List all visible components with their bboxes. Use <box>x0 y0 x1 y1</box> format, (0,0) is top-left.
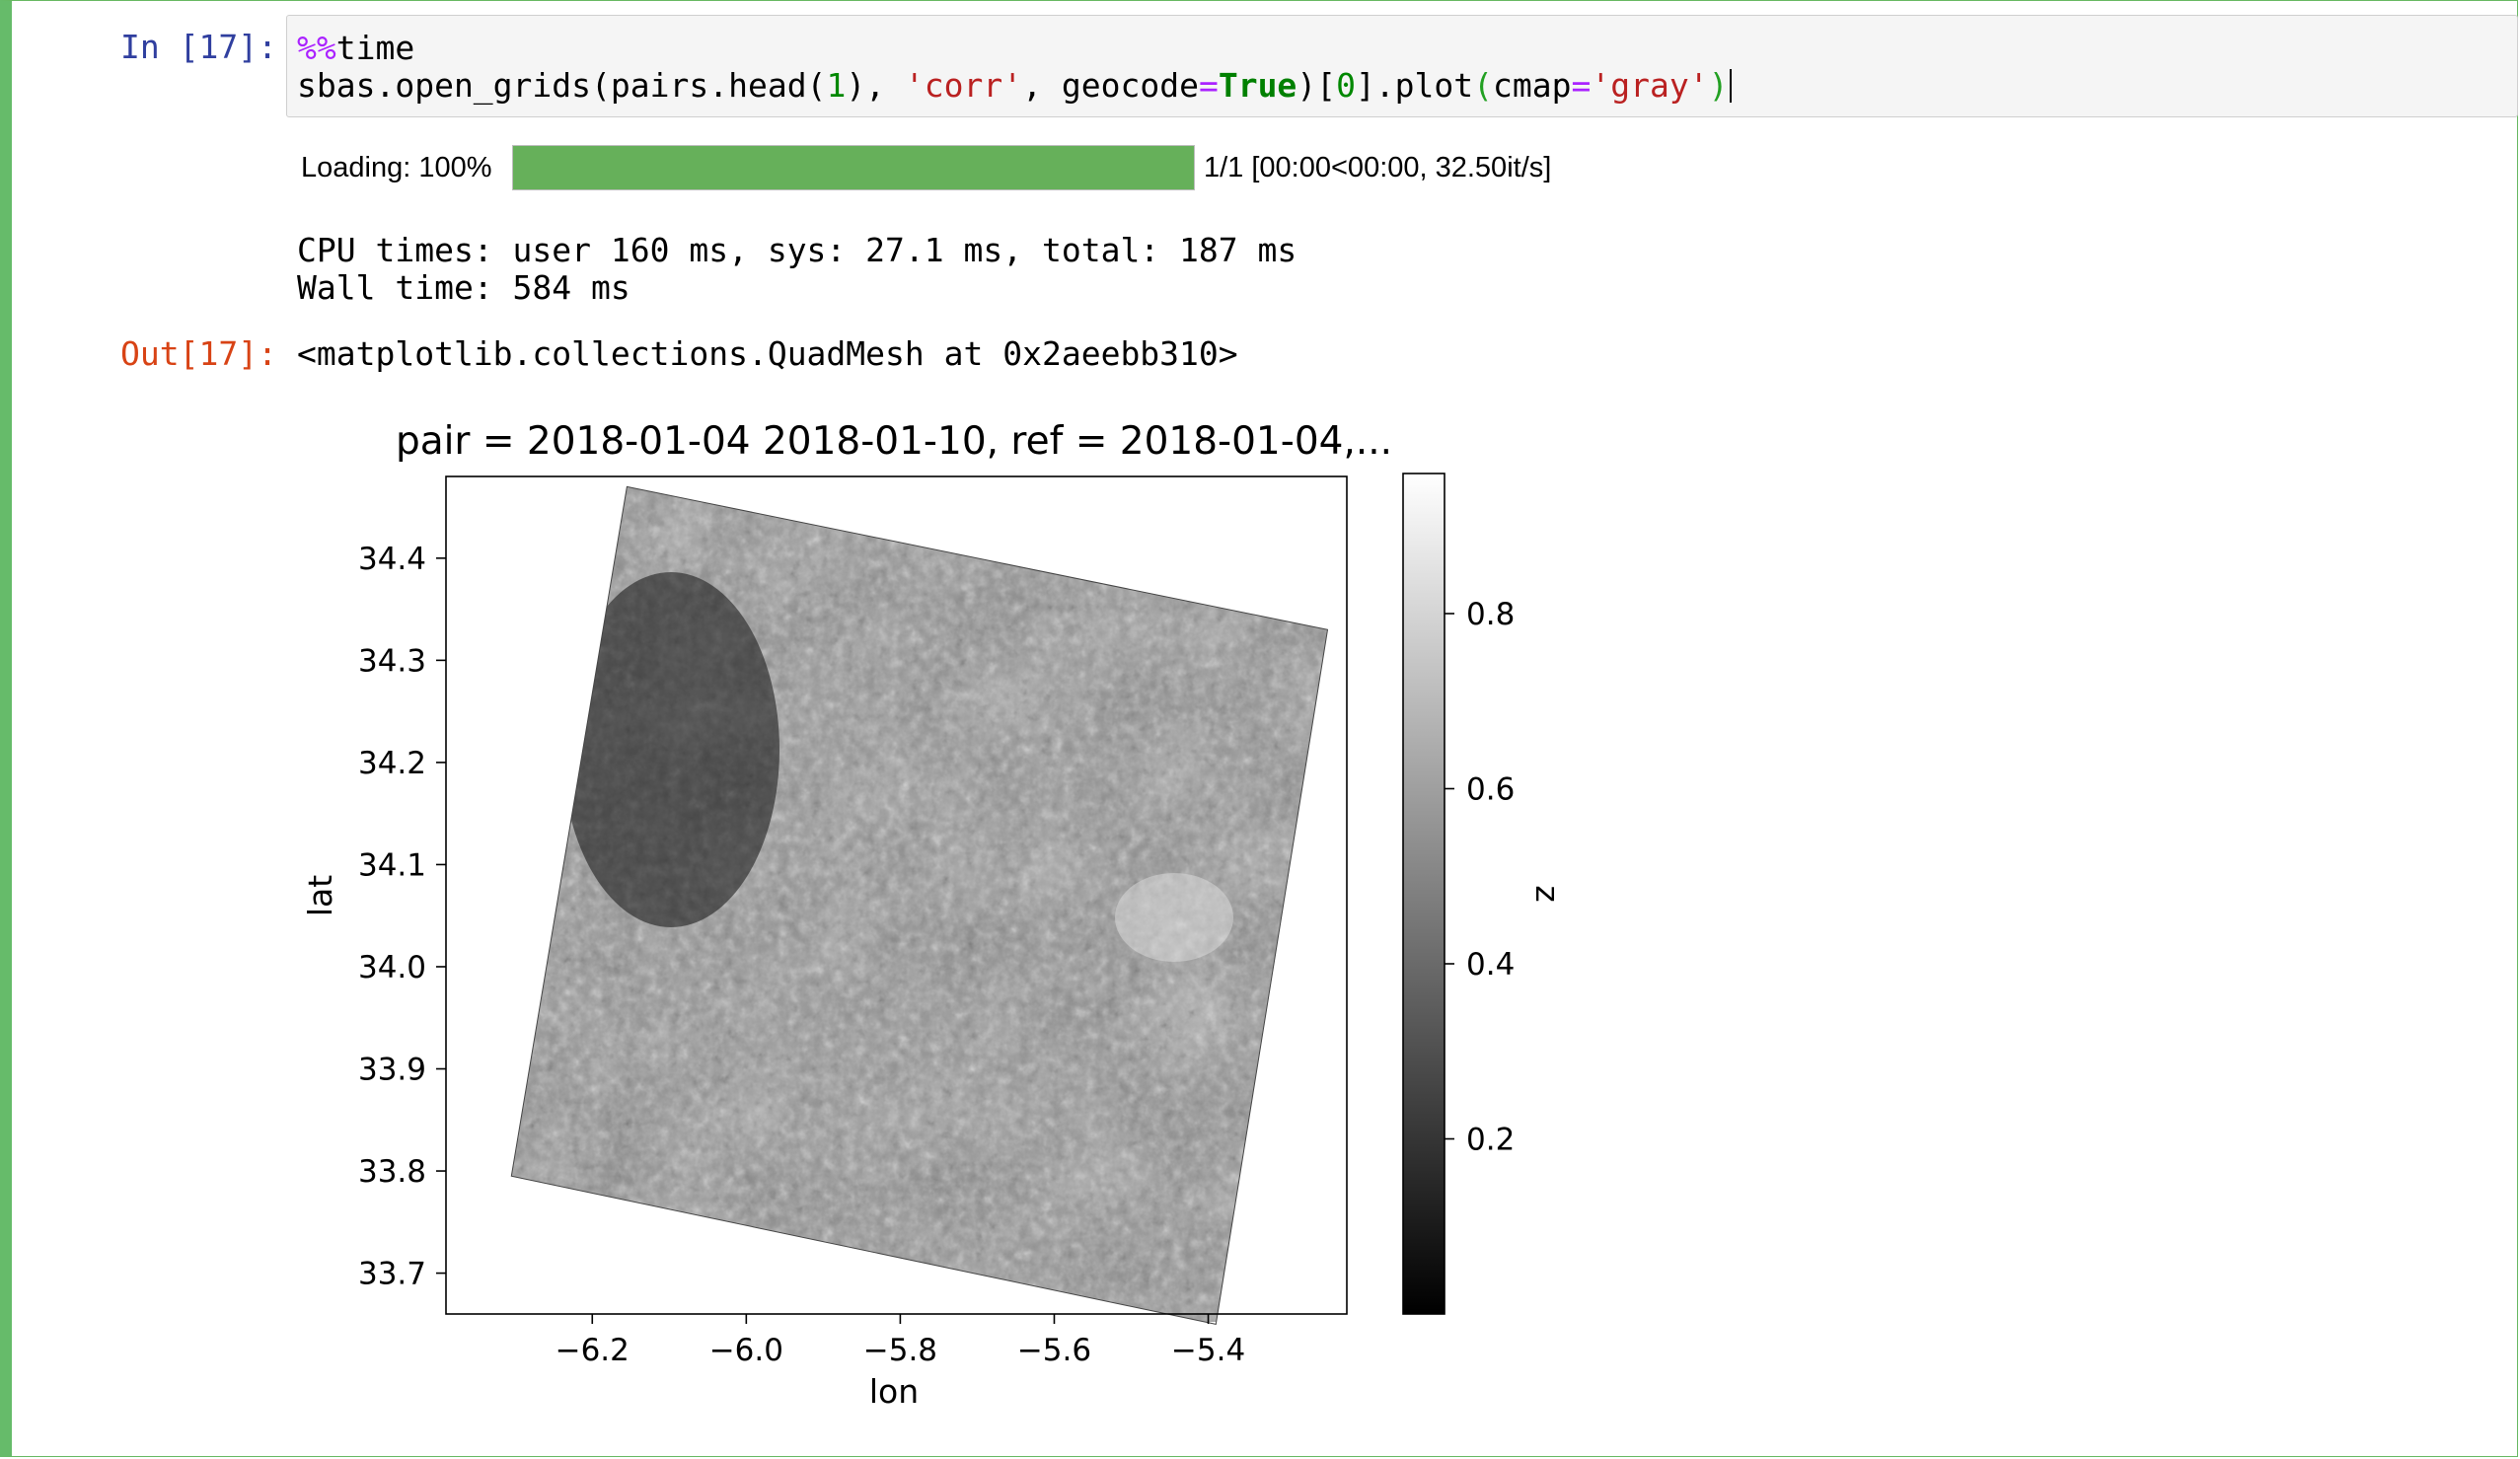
y-tick-label: 34.4 <box>358 542 426 577</box>
progress-status: 1/1 [00:00<00:00, 32.50it/s] <box>1204 152 1552 183</box>
code-token: = <box>1571 66 1592 105</box>
text-cursor <box>1730 69 1733 103</box>
output-prompt: Out[17]: <box>120 334 277 373</box>
code-token: True <box>1218 66 1297 105</box>
code-token: = <box>1198 66 1219 105</box>
x-tick-label: −5.6 <box>1017 1333 1091 1368</box>
code-token: %% <box>297 29 336 67</box>
y-tick-label: 33.7 <box>358 1257 426 1292</box>
colorbar-tick-label: 0.6 <box>1466 772 1515 808</box>
code-line[interactable]: sbas.open_grids(pairs.head(1), 'corr', g… <box>297 66 1733 106</box>
code-token: time <box>335 29 415 67</box>
y-tick-label: 34.2 <box>358 746 426 781</box>
stdout-cpu-times: CPU times: user 160 ms, sys: 27.1 ms, to… <box>297 231 1297 269</box>
code-token: 1 <box>826 66 847 105</box>
progress-bar <box>512 145 1195 190</box>
colorbar-tick-label: 0.2 <box>1466 1123 1515 1158</box>
x-axis-label: lon <box>869 1372 919 1411</box>
code-token: ), <box>846 66 905 105</box>
x-tick-label: −6.0 <box>709 1333 783 1368</box>
code-token: 'gray' <box>1591 66 1709 105</box>
code-editor[interactable]: %%time sbas.open_grids(pairs.head(1), 'c… <box>286 15 2518 117</box>
x-tick-label: −5.4 <box>1171 1333 1245 1368</box>
code-token: , geocode <box>1022 66 1199 105</box>
code-token: 'corr' <box>904 66 1023 105</box>
stdout-wall-time: Wall time: 584 ms <box>297 268 630 307</box>
x-tick-label: −6.2 <box>556 1333 630 1368</box>
colorbar <box>1402 473 1445 1315</box>
code-token: 0 <box>1336 66 1356 105</box>
code-token: ) <box>1708 66 1729 105</box>
y-tick-label: 33.8 <box>358 1154 426 1190</box>
x-axis-ticks: −6.2 −6.0 −5.8 −5.6 −5.4 <box>556 1314 1245 1368</box>
colorbar-ticks: 0.2 0.4 0.6 0.8 <box>1445 597 1515 1158</box>
output-repr: <matplotlib.collections.QuadMesh at 0x2a… <box>297 334 1238 373</box>
code-token: ].plot <box>1355 66 1474 105</box>
x-tick-label: −5.8 <box>863 1333 937 1368</box>
axes-frame <box>445 475 1348 1315</box>
y-tick-label: 34.3 <box>358 643 426 679</box>
code-line[interactable]: %%time <box>297 29 414 68</box>
chart-title: pair = 2018-01-04 2018-01-10, ref = 2018… <box>396 419 1392 464</box>
raster-footprint <box>510 485 1329 1325</box>
progress-fill <box>513 146 1194 189</box>
y-axis-ticks: 33.7 33.8 33.9 34.0 34.1 34.2 34.3 34.4 <box>358 542 446 1292</box>
code-token: cmap <box>1493 66 1572 105</box>
colorbar-tick-label: 0.8 <box>1466 597 1515 632</box>
colorbar-label: z <box>1528 885 1567 902</box>
input-prompt: In [17]: <box>120 28 277 66</box>
y-tick-label: 33.9 <box>358 1053 426 1088</box>
y-tick-label: 34.0 <box>358 950 426 985</box>
colorbar-tick-label: 0.4 <box>1466 947 1515 983</box>
code-token: ( <box>1473 66 1494 105</box>
y-axis-label: lat <box>301 875 339 916</box>
code-token: )[ <box>1297 66 1337 105</box>
y-tick-label: 34.1 <box>358 847 426 883</box>
code-token: sbas.open_grids(pairs.head( <box>297 66 827 105</box>
progress-label: Loading: 100% <box>301 152 492 183</box>
raster-image <box>511 486 1328 1322</box>
